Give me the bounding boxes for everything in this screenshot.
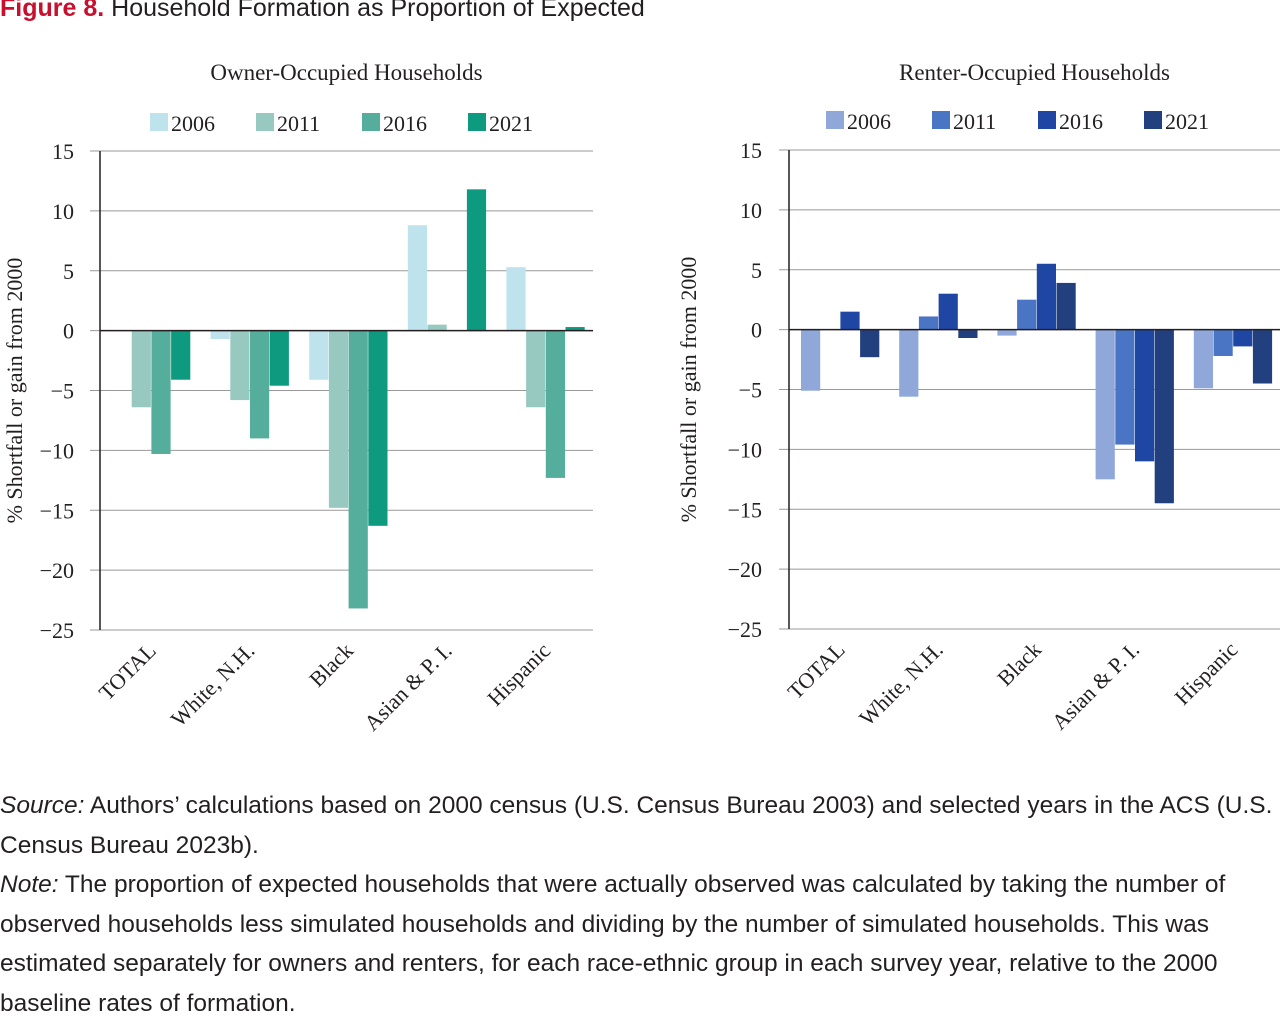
renter-category-label: TOTAL [783, 637, 850, 704]
source-label: Source: [0, 792, 85, 819]
owner-legend-swatch-2021 [468, 113, 486, 131]
owner-category-label: TOTAL [94, 638, 161, 705]
renter-legend-swatch-2021 [1144, 111, 1162, 129]
figure-notes: Source: Authors’ calculations based on 2… [0, 786, 1280, 1023]
owner-y-tick-label: −15 [40, 498, 74, 523]
owner-y-tick-label: −20 [40, 558, 74, 583]
renter-y-tick-label: −25 [728, 617, 762, 642]
owner-y-tick-label: −10 [40, 438, 74, 463]
renter-legend-label-2021: 2021 [1165, 109, 1209, 134]
note-label: Note: [0, 871, 59, 898]
renter-bar-2016 [1036, 263, 1056, 330]
owner-bar-2011 [131, 330, 151, 408]
renter-bar-2006 [899, 329, 919, 397]
owner-legend-label-2011: 2011 [277, 111, 320, 136]
owner-legend-swatch-2006 [150, 113, 168, 131]
renter-y-axis-label: % Shortfall or gain from 2000 [676, 257, 701, 523]
owner-category-label: White, N.H. [166, 638, 260, 732]
renter-bar-2011 [1017, 299, 1037, 330]
owner-bar-2011 [328, 330, 349, 508]
owner-bar-2021 [565, 327, 585, 331]
owner-bar-2021 [466, 189, 487, 331]
renter-category-label: Asian & P. I. [1047, 637, 1145, 735]
owner-category-label: Asian & P. I. [359, 638, 457, 736]
renter-bar-2006 [997, 329, 1017, 336]
renter-bar-2011 [918, 316, 939, 330]
renter-legend-label-2006: 2006 [847, 109, 891, 134]
figure-title-text: Household Formation as Proportion of Exp… [111, 0, 645, 22]
renter-category-label: Black [992, 637, 1046, 691]
owner-y-tick-label: −25 [40, 618, 74, 643]
owner-bar-2006 [506, 267, 526, 331]
renter-bar-2016 [1135, 329, 1155, 462]
owner-bar-2016 [348, 330, 368, 609]
source-note: Source: Authors’ calculations based on 2… [0, 786, 1280, 865]
owner-category-label: Black [304, 638, 358, 692]
renter-chart-title: Renter-Occupied Households [899, 60, 1170, 85]
source-text: Authors’ calculations based on 2000 cens… [0, 792, 1273, 859]
charts-canvas: Owner-Occupied Households 15 10 5 0 −5 −10 −15 −… [2, 60, 1280, 735]
renter-bar-2021 [1056, 282, 1076, 330]
owner-bar-2016 [250, 330, 270, 439]
owner-legend-label-2006: 2006 [171, 111, 215, 136]
owner-legend-label-2021: 2021 [489, 111, 533, 136]
note: Note: The proportion of expected househo… [0, 865, 1280, 1023]
owner-chart: Owner-Occupied Households 15 10 5 0 −5 −10 −15 −… [2, 60, 593, 735]
renter-y-tick-label: 5 [751, 258, 762, 283]
owner-y-tick-label: 5 [63, 259, 74, 284]
note-text: The proportion of expected households th… [0, 871, 1226, 1017]
owner-bar-2011 [427, 324, 447, 331]
renter-bar-2021 [860, 329, 880, 358]
renter-bar-2006 [1193, 329, 1213, 389]
owner-legend-swatch-2016 [362, 113, 380, 131]
owner-bar-2016 [151, 330, 171, 454]
owner-bar-2021 [171, 330, 191, 380]
renter-bar-2016 [938, 293, 958, 330]
owner-bar-2011 [230, 330, 250, 401]
renter-bar-2021 [1154, 329, 1174, 504]
renter-legend-swatch-2006 [826, 111, 844, 129]
owner-bar-2021 [269, 330, 289, 386]
renter-y-tick-label: −10 [728, 437, 762, 462]
renter-bar-2011 [1213, 329, 1233, 356]
owner-bar-2021 [368, 330, 388, 526]
renter-chart: Renter-Occupied Households 15 10 5 0 −5 −10 −15… [676, 60, 1280, 734]
owner-y-tick-label: −5 [51, 379, 74, 404]
renter-y-tick-label: 15 [740, 138, 762, 163]
renter-legend-swatch-2011 [932, 111, 950, 129]
figure-label: Figure 8. [0, 0, 105, 22]
owner-y-tick-label: 10 [52, 199, 74, 224]
owner-category-label: Hispanic [482, 638, 555, 711]
renter-y-tick-label: −5 [739, 378, 762, 403]
owner-bar-2011 [526, 330, 546, 408]
owner-bar-2006 [309, 330, 329, 380]
renter-legend-swatch-2016 [1038, 111, 1056, 129]
owner-legend-swatch-2011 [256, 113, 274, 131]
figure-title: Figure 8. Household Formation as Proport… [0, 0, 645, 23]
owner-bar-2016 [545, 330, 565, 478]
renter-bar-2006 [801, 329, 821, 391]
renter-category-label: White, N.H. [854, 637, 948, 731]
renter-bar-2016 [840, 311, 860, 330]
renter-category-label: Hispanic [1169, 637, 1242, 710]
renter-y-tick-label: −15 [728, 497, 762, 522]
owner-y-axis-label: % Shortfall or gain from 2000 [2, 258, 27, 524]
owner-bar-2006 [210, 330, 230, 340]
renter-bar-2006 [1095, 329, 1115, 480]
renter-y-tick-label: 10 [740, 198, 762, 223]
renter-legend-label-2016: 2016 [1059, 109, 1103, 134]
renter-y-tick-label: −20 [728, 557, 762, 582]
renter-legend-label-2011: 2011 [953, 109, 996, 134]
renter-bar-2021 [958, 329, 978, 339]
owner-legend-label-2016: 2016 [383, 111, 427, 136]
renter-y-tick-label: 0 [751, 318, 762, 343]
owner-y-tick-label: 0 [63, 319, 74, 344]
renter-bar-2016 [1233, 329, 1253, 347]
owner-bar-2006 [407, 225, 427, 331]
owner-chart-title: Owner-Occupied Households [210, 60, 482, 85]
renter-bar-2011 [1115, 329, 1135, 445]
renter-bar-2021 [1252, 329, 1273, 384]
owner-y-tick-label: 15 [52, 139, 74, 164]
